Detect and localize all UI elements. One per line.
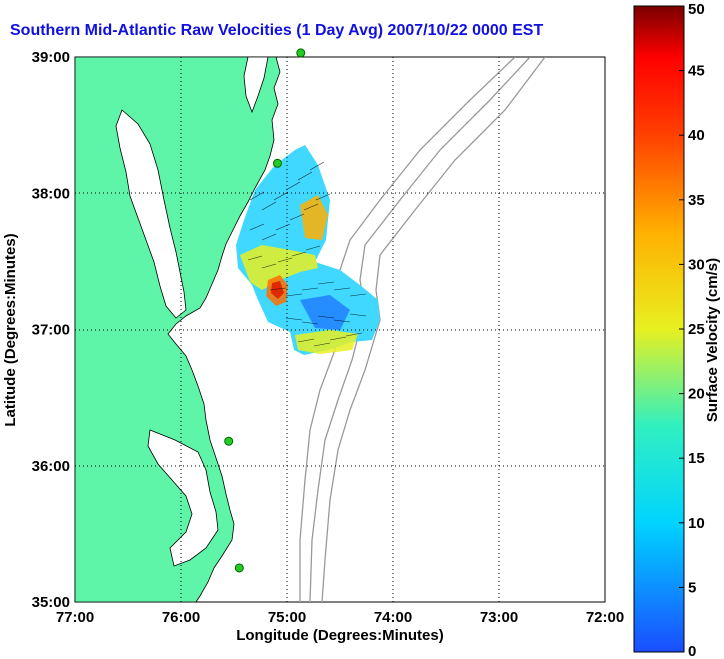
y-tick-label: 37:00 bbox=[32, 322, 70, 339]
x-axis-label: Longitude (Degrees:Minutes) bbox=[236, 627, 444, 644]
x-axis-ticks: 77:00 76:00 75:00 74:00 73:00 72:00 bbox=[56, 609, 624, 626]
y-tick-label: 36:00 bbox=[32, 458, 70, 475]
chesapeake-bay bbox=[115, 109, 187, 319]
y-tick-label: 38:00 bbox=[32, 185, 70, 202]
x-tick-label: 76:00 bbox=[162, 609, 200, 626]
x-tick-label: 74:00 bbox=[374, 609, 412, 626]
x-tick-label: 73:00 bbox=[480, 609, 518, 626]
radar-station-marker bbox=[234, 563, 244, 573]
y-axis-label: Latitude (Degrees:Minutes) bbox=[2, 233, 19, 426]
land bbox=[75, 57, 281, 602]
y-tick-label: 35:00 bbox=[32, 594, 70, 611]
colorbar-tick-label: 15 bbox=[688, 450, 705, 467]
x-tick-label: 75:00 bbox=[268, 609, 306, 626]
y-tick-label: 39:00 bbox=[32, 49, 70, 66]
colorbar-label: Surface Velocity (cm/s) bbox=[704, 258, 721, 422]
radar-station-marker bbox=[296, 48, 306, 58]
colorbar-tick-label: 30 bbox=[688, 256, 705, 273]
map-title: Southern Mid-Atlantic Raw Velocities (1 … bbox=[10, 22, 544, 39]
colorbar-tick-label: 20 bbox=[688, 386, 705, 403]
grid bbox=[75, 57, 605, 602]
colorbar-tick-label: 10 bbox=[688, 515, 705, 532]
colorbar-tick-label: 5 bbox=[688, 579, 696, 596]
radar-station-marker bbox=[224, 436, 234, 446]
colorbar-tick-label: 50 bbox=[688, 1, 705, 18]
y-axis-ticks: 39:00 38:00 37:00 36:00 35:00 bbox=[32, 49, 70, 611]
pamlico-sound bbox=[147, 429, 219, 567]
colorbar-tick-label: 40 bbox=[688, 127, 705, 144]
colorbar-tick-label: 0 bbox=[688, 643, 696, 659]
x-tick-label: 77:00 bbox=[56, 609, 94, 626]
colorbar-tick-label: 45 bbox=[688, 63, 705, 80]
delaware-bay bbox=[243, 57, 269, 114]
x-tick-label: 72:00 bbox=[586, 609, 624, 626]
station-markers bbox=[224, 48, 306, 573]
radar-station-marker bbox=[272, 158, 282, 168]
colorbar bbox=[633, 5, 685, 653]
colorbar-tick-label: 35 bbox=[688, 192, 705, 209]
colorbar-tick-label: 25 bbox=[688, 321, 705, 338]
velocity-field bbox=[236, 145, 380, 355]
